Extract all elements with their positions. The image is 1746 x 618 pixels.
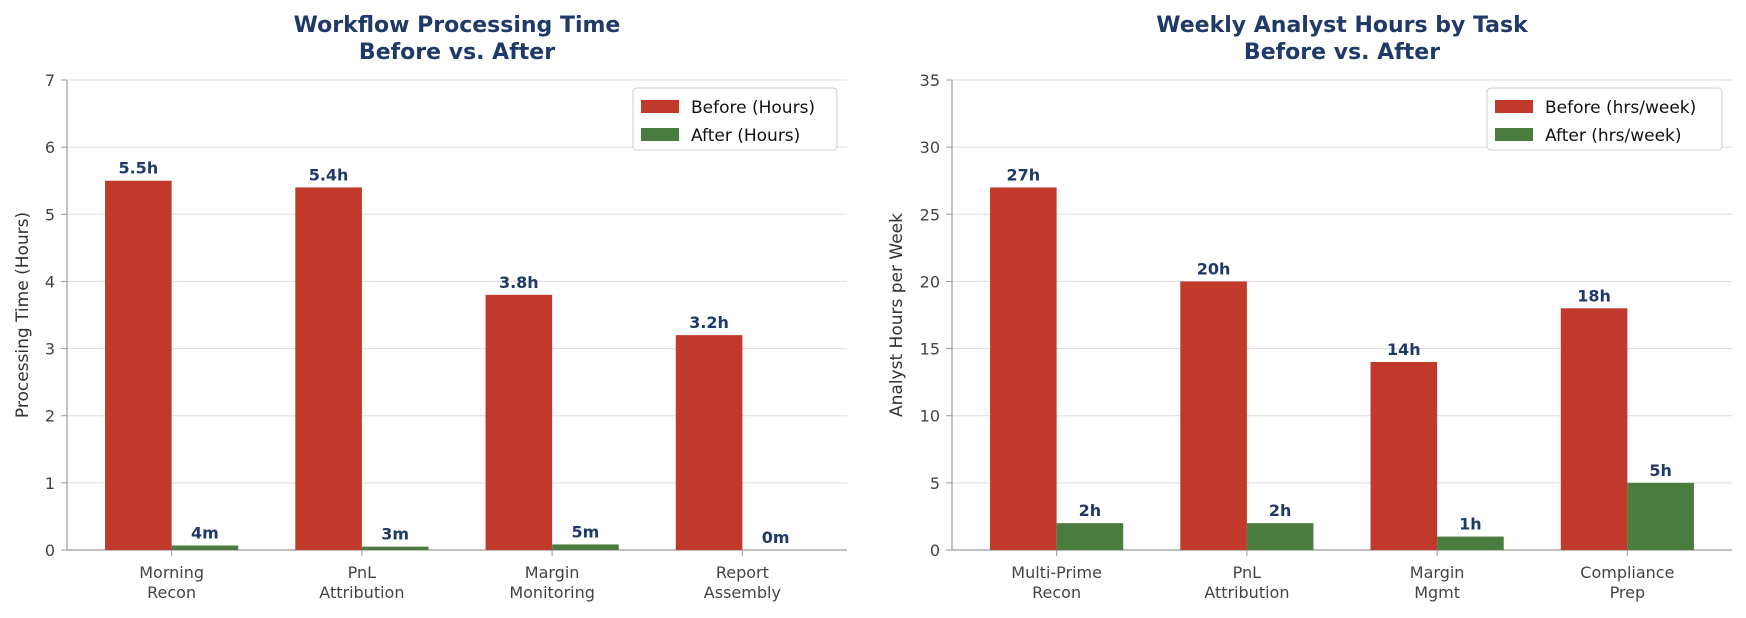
x-tick-label: Margin: [525, 563, 580, 582]
bar-after: [552, 544, 619, 550]
x-tick-label: Margin: [1410, 563, 1465, 582]
y-axis-label: Analyst Hours per Week: [887, 213, 907, 417]
data-label: 0m: [762, 528, 790, 547]
legend-label: After (Hours): [691, 126, 800, 146]
data-label: 5m: [572, 522, 600, 541]
bar-before: [1560, 308, 1628, 550]
bar-before: [990, 187, 1057, 550]
legend-label: Before (hrs/week): [1545, 98, 1696, 118]
y-tick-label: 15: [920, 340, 940, 359]
bar-after: [361, 546, 429, 550]
y-tick-label: 35: [920, 71, 940, 90]
data-label: 4m: [191, 524, 219, 543]
y-tick-label: 7: [45, 71, 55, 90]
x-tick-label: Compliance: [1580, 563, 1674, 582]
bar-before: [675, 335, 743, 550]
x-tick-label: Assembly: [704, 583, 781, 602]
bar-after: [1627, 482, 1694, 550]
x-tick-label: Morning: [139, 563, 204, 582]
data-label: 27h: [1007, 165, 1041, 184]
x-tick-label: PnL: [348, 563, 377, 582]
chart-title-line: Weekly Analyst Hours by Task: [1156, 13, 1529, 38]
y-tick-label: 5: [45, 205, 55, 224]
y-tick-label: 4: [45, 272, 55, 291]
legend-swatch: [1495, 100, 1533, 113]
x-tick-label: Recon: [1032, 583, 1081, 602]
legend-label: Before (Hours): [691, 98, 815, 118]
bar-before: [1370, 362, 1438, 550]
x-tick-label: Recon: [147, 583, 196, 602]
y-tick-label: 25: [920, 205, 940, 224]
chart-title-line: Workflow Processing Time: [294, 13, 621, 38]
y-tick-label: 3: [45, 340, 55, 359]
data-label: 2h: [1269, 501, 1292, 520]
x-tick-label: Prep: [1610, 583, 1646, 602]
x-tick-label: Attribution: [319, 583, 404, 602]
data-label: 2h: [1079, 501, 1102, 520]
x-tick-label: Attribution: [1204, 583, 1289, 602]
data-label: 3m: [381, 525, 409, 544]
legend-swatch: [641, 128, 679, 141]
y-tick-label: 0: [930, 541, 940, 560]
legend-swatch: [641, 100, 679, 113]
data-label: 1h: [1459, 515, 1482, 534]
y-tick-label: 1: [45, 474, 55, 493]
y-tick-label: 5: [930, 474, 940, 493]
y-tick-label: 30: [920, 138, 940, 157]
y-tick-label: 20: [920, 272, 940, 291]
bar-after: [1056, 523, 1124, 550]
bar-after: [1437, 536, 1504, 550]
x-tick-label: Mgmt: [1414, 583, 1460, 602]
bar-before: [105, 180, 172, 550]
data-label: 5.5h: [118, 159, 158, 178]
x-tick-label: Monitoring: [509, 583, 595, 602]
legend-box: [1486, 87, 1723, 151]
bar-before: [295, 187, 362, 550]
y-tick-label: 0: [45, 541, 55, 560]
data-label: 3.2h: [689, 313, 729, 332]
chart-title-line: Before vs. After: [359, 40, 555, 65]
y-tick-label: 6: [45, 138, 55, 157]
data-label: 18h: [1577, 286, 1611, 305]
data-label: 14h: [1387, 340, 1421, 359]
data-label: 5h: [1649, 461, 1672, 480]
x-tick-label: PnL: [1233, 563, 1262, 582]
data-label: 20h: [1197, 259, 1231, 278]
bar-after: [1246, 523, 1314, 550]
chart-title-line: Before vs. After: [1244, 40, 1440, 65]
legend-swatch: [1495, 128, 1533, 141]
x-tick-label: Multi-Prime: [1011, 563, 1102, 582]
bar-after: [171, 545, 239, 550]
y-tick-label: 2: [45, 407, 55, 426]
bar-before: [1180, 281, 1247, 550]
data-label: 5.4h: [309, 165, 349, 184]
x-tick-label: Report: [716, 563, 769, 582]
data-label: 3.8h: [499, 273, 539, 292]
legend-label: After (hrs/week): [1545, 126, 1682, 146]
y-axis-label: Processing Time (Hours): [13, 212, 33, 418]
y-tick-label: 10: [920, 407, 940, 426]
bar-before: [485, 294, 553, 550]
legend-box: [632, 87, 838, 151]
